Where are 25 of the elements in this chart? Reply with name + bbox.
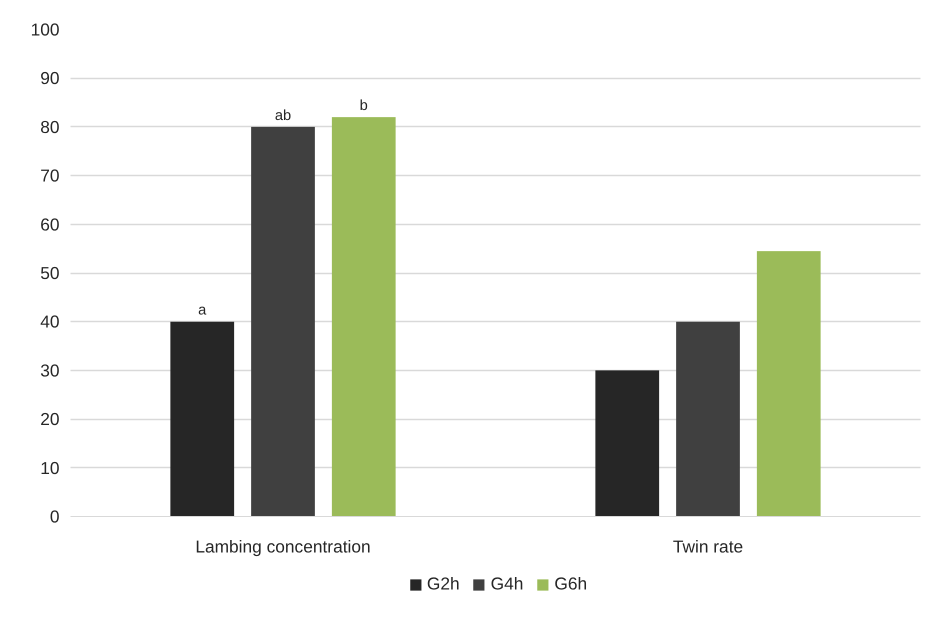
y-tick-label: 10	[40, 458, 60, 478]
x-tick-label: Lambing concentration	[195, 536, 371, 556]
data-label: b	[360, 98, 368, 114]
bar	[756, 251, 821, 516]
legend-label: G4h	[490, 574, 524, 594]
y-tick-label: 80	[40, 116, 60, 137]
bar	[251, 126, 315, 516]
y-tick-label: 70	[40, 166, 60, 186]
data-label: a	[198, 302, 208, 319]
bar	[170, 322, 234, 516]
legend-label: G2h	[426, 574, 460, 594]
y-tick-label: 100	[30, 20, 60, 40]
y-tick-label: 60	[40, 214, 60, 234]
bar	[332, 117, 396, 516]
y-tick-label: 20	[40, 409, 60, 430]
y-tick-label: 30	[40, 360, 60, 380]
y-tick-label: 40	[40, 312, 60, 332]
bar	[595, 370, 660, 516]
y-tick-label: 50	[40, 263, 60, 283]
y-tick-label: 90	[40, 68, 60, 88]
bar	[676, 322, 740, 516]
legend-label: G6h	[554, 574, 588, 594]
data-label: ab	[274, 108, 292, 124]
x-tick-label: Twin rate	[672, 536, 744, 556]
y-tick-label: 0	[50, 506, 60, 526]
